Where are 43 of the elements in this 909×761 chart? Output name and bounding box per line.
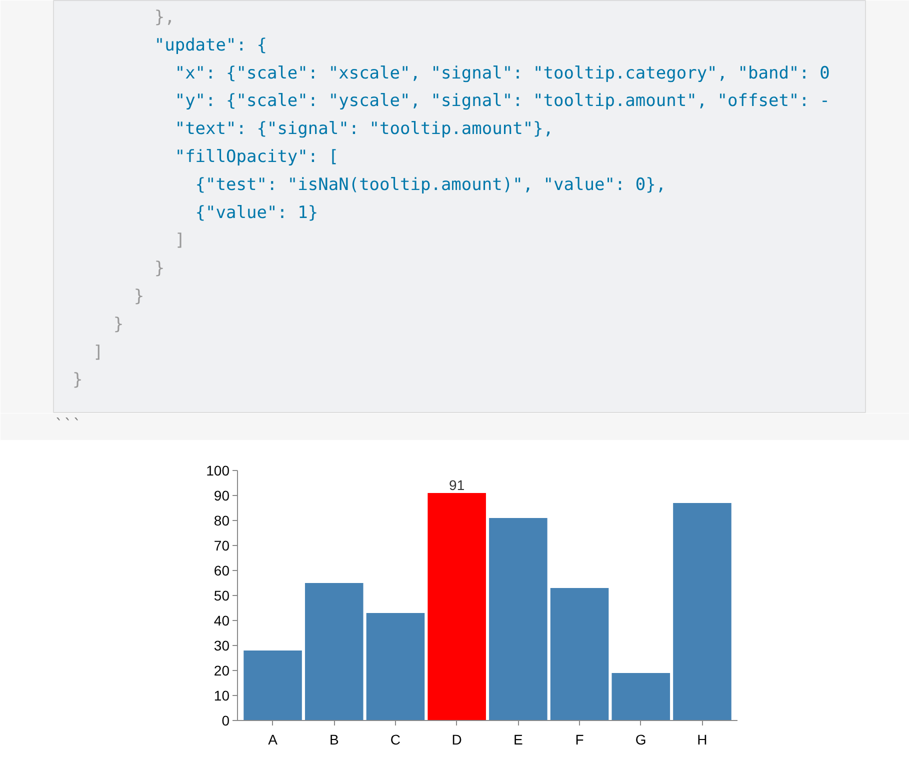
x-tick-label: G xyxy=(635,732,646,748)
y-tick-label: 60 xyxy=(214,562,230,578)
text: } xyxy=(154,258,165,279)
y-tick-label: 40 xyxy=(214,612,230,628)
bar xyxy=(366,613,425,720)
text: "text": {"signal": "tooltip.amount"}, xyxy=(174,119,554,140)
bar xyxy=(428,493,486,720)
x-tick-label: F xyxy=(575,732,584,748)
y-tick-label: 50 xyxy=(214,588,230,604)
y-tick-label: 0 xyxy=(222,712,230,728)
text: } xyxy=(113,314,124,334)
data-label: 91 xyxy=(449,477,465,493)
bar xyxy=(304,583,364,720)
text: }, xyxy=(154,8,175,28)
text: ] xyxy=(174,230,186,251)
bar xyxy=(550,588,609,720)
bar xyxy=(673,503,732,720)
y-tick-label: 30 xyxy=(214,638,230,654)
x-tick-label: B xyxy=(329,732,339,748)
x-tick-label: C xyxy=(390,732,401,748)
text: "x": {"scale": "xscale", "signal": "tooltip.category", "band": 0 xyxy=(174,63,830,84)
y-tick-label: 90 xyxy=(214,488,230,504)
text: {"value": 1} xyxy=(195,202,318,223)
text: ``` xyxy=(54,416,82,434)
y-tick-label: 100 xyxy=(206,462,230,478)
x-tick-label: D xyxy=(452,732,462,748)
y-tick-label: 80 xyxy=(214,512,230,528)
bar xyxy=(244,650,302,720)
text: "fillOpacity": [ xyxy=(174,147,339,167)
x-tick-label: E xyxy=(514,732,523,748)
text: {"test": "isNaN(tooltip.amount)", "value": 0}, xyxy=(195,174,666,195)
text: "update": { xyxy=(154,35,267,56)
y-tick-label: 70 xyxy=(214,538,230,554)
text: } xyxy=(72,370,83,390)
y-tick-label: 10 xyxy=(214,688,230,704)
bar xyxy=(489,518,548,720)
bar xyxy=(612,673,670,720)
text: ] xyxy=(92,342,104,362)
text: } xyxy=(134,286,144,306)
x-tick-label: A xyxy=(268,732,278,748)
x-tick-label: H xyxy=(697,732,708,748)
y-tick-label: 20 xyxy=(214,662,230,678)
text: "y": {"scale": "yscale", "signal": "tooltip.amount", "offset": - xyxy=(174,91,830,112)
